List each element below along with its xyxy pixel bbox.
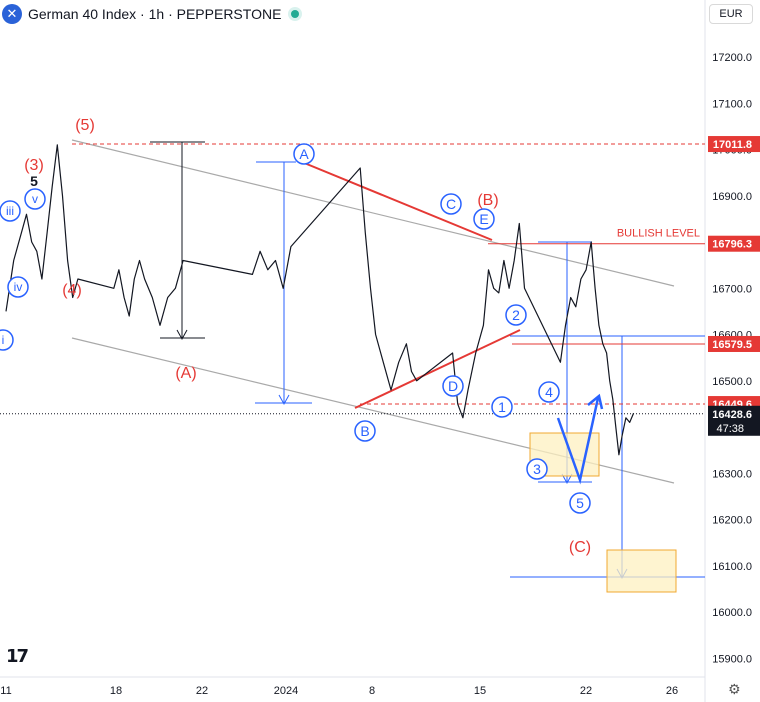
wave-label-blue-B: B — [360, 423, 369, 439]
price-tag-text-0: 17011.8 — [713, 139, 752, 151]
x-tick-0: 11 — [0, 685, 11, 697]
x-tick-6: 22 — [580, 685, 592, 697]
y-tick-17100: 17100.0 — [712, 98, 752, 110]
wave-label-blue-1: 1 — [498, 399, 506, 415]
wave-circle-4 — [538, 381, 560, 403]
chart-header: ✕ German 40 Index · 1h · PEPPERSTONE — [0, 0, 300, 28]
triangle-upper-line — [296, 159, 493, 241]
wave-label-roman-1: v — [32, 192, 38, 206]
wave-label-roman-2: iv — [14, 280, 23, 294]
measure-blue-arrowhead-1 — [278, 394, 290, 406]
wave-label-blue-4: 4 — [545, 384, 553, 400]
x-tick-5: 15 — [474, 685, 486, 697]
wave-circle-1 — [491, 396, 513, 418]
price-tag-2 — [708, 335, 760, 352]
x-tick-7: 26 — [666, 685, 678, 697]
currency-selector[interactable]: EUR — [709, 4, 753, 24]
tradingview-logo-icon[interactable]: 17 — [6, 646, 29, 667]
settings-gear-icon[interactable]: ⚙ — [728, 682, 741, 698]
x-tick-4: 8 — [369, 685, 375, 697]
channel-upper-line — [71, 139, 675, 287]
x-tick-3: 2024 — [274, 685, 298, 697]
wave-label-red-4: (B) — [477, 192, 498, 209]
wave-label-blue-A: A — [299, 146, 309, 162]
wave-circle-2 — [505, 304, 527, 326]
y-tick-16500: 16500.0 — [712, 376, 752, 388]
wave-label-red-5: (C) — [569, 539, 591, 556]
market-status-icon — [291, 10, 300, 18]
x-tick-1: 18 — [110, 685, 122, 697]
x-tick-2: 22 — [196, 685, 208, 697]
price-tag-0 — [708, 136, 760, 153]
wave-circle-E — [473, 208, 495, 230]
wave-circle-B — [354, 420, 376, 442]
wave-label-roman-3: i — [2, 333, 5, 347]
wave-label-blue-C: C — [446, 196, 456, 212]
target-zone-waveC — [606, 549, 677, 593]
wave-label-black: 5 — [30, 173, 38, 189]
wave-label-red-1: (3) — [24, 157, 44, 174]
bullish-level-label: BULLISH LEVEL — [617, 228, 700, 240]
y-tick-16700: 16700.0 — [712, 283, 752, 295]
wave-circle-roman-3 — [0, 329, 14, 351]
wave-label-red-2: (4) — [62, 282, 82, 299]
wave-label-blue-3: 3 — [533, 461, 541, 477]
chart-title[interactable]: German 40 Index · 1h · PEPPERSTONE — [28, 6, 282, 22]
wave-circle-C — [440, 193, 462, 215]
price-tag-text-2: 16579.5 — [712, 339, 752, 351]
wave-label-blue-2: 2 — [512, 307, 520, 323]
wave-circle-roman-1 — [24, 188, 46, 210]
price-series-line — [5, 144, 635, 456]
measure-black-arrowhead — [176, 329, 188, 341]
wave-label-red-3: (A) — [175, 365, 196, 382]
measure-blue-arrowhead-2 — [561, 473, 573, 485]
wave-label-blue-5: 5 — [576, 495, 584, 511]
projection-path — [556, 397, 600, 485]
wave-label-blue-D: D — [448, 378, 458, 394]
wave-label-blue-E: E — [479, 211, 488, 227]
countdown-label: 47:38 — [716, 423, 744, 435]
y-tick-17200: 17200.0 — [712, 52, 752, 64]
wave-label-red-0: (5) — [75, 117, 95, 134]
y-tick-16900: 16900.0 — [712, 191, 752, 203]
price-tag-1 — [708, 235, 760, 252]
y-tick-16300: 16300.0 — [712, 468, 752, 480]
projection-arrowhead — [587, 393, 604, 410]
wave-circle-D — [442, 375, 464, 397]
y-tick-16200: 16200.0 — [712, 515, 752, 527]
wave-circle-5 — [569, 492, 591, 514]
price-tag-text-1: 16796.3 — [712, 239, 752, 251]
price-tag-4 — [708, 405, 760, 436]
wave-circle-roman-2 — [7, 276, 29, 298]
wave-circle-3 — [526, 458, 548, 480]
symbol-logo-icon[interactable]: ✕ — [2, 4, 22, 24]
price-tag-text-4: 16428.6 — [712, 409, 752, 421]
wave-label-roman-0: iii — [6, 204, 14, 218]
wave-circle-roman-0 — [0, 200, 21, 222]
y-tick-15900: 15900.0 — [712, 653, 752, 665]
y-tick-16000: 16000.0 — [712, 607, 752, 619]
triangle-lower-line — [354, 329, 521, 409]
y-tick-16100: 16100.0 — [712, 561, 752, 573]
wave-circle-A — [293, 143, 315, 165]
